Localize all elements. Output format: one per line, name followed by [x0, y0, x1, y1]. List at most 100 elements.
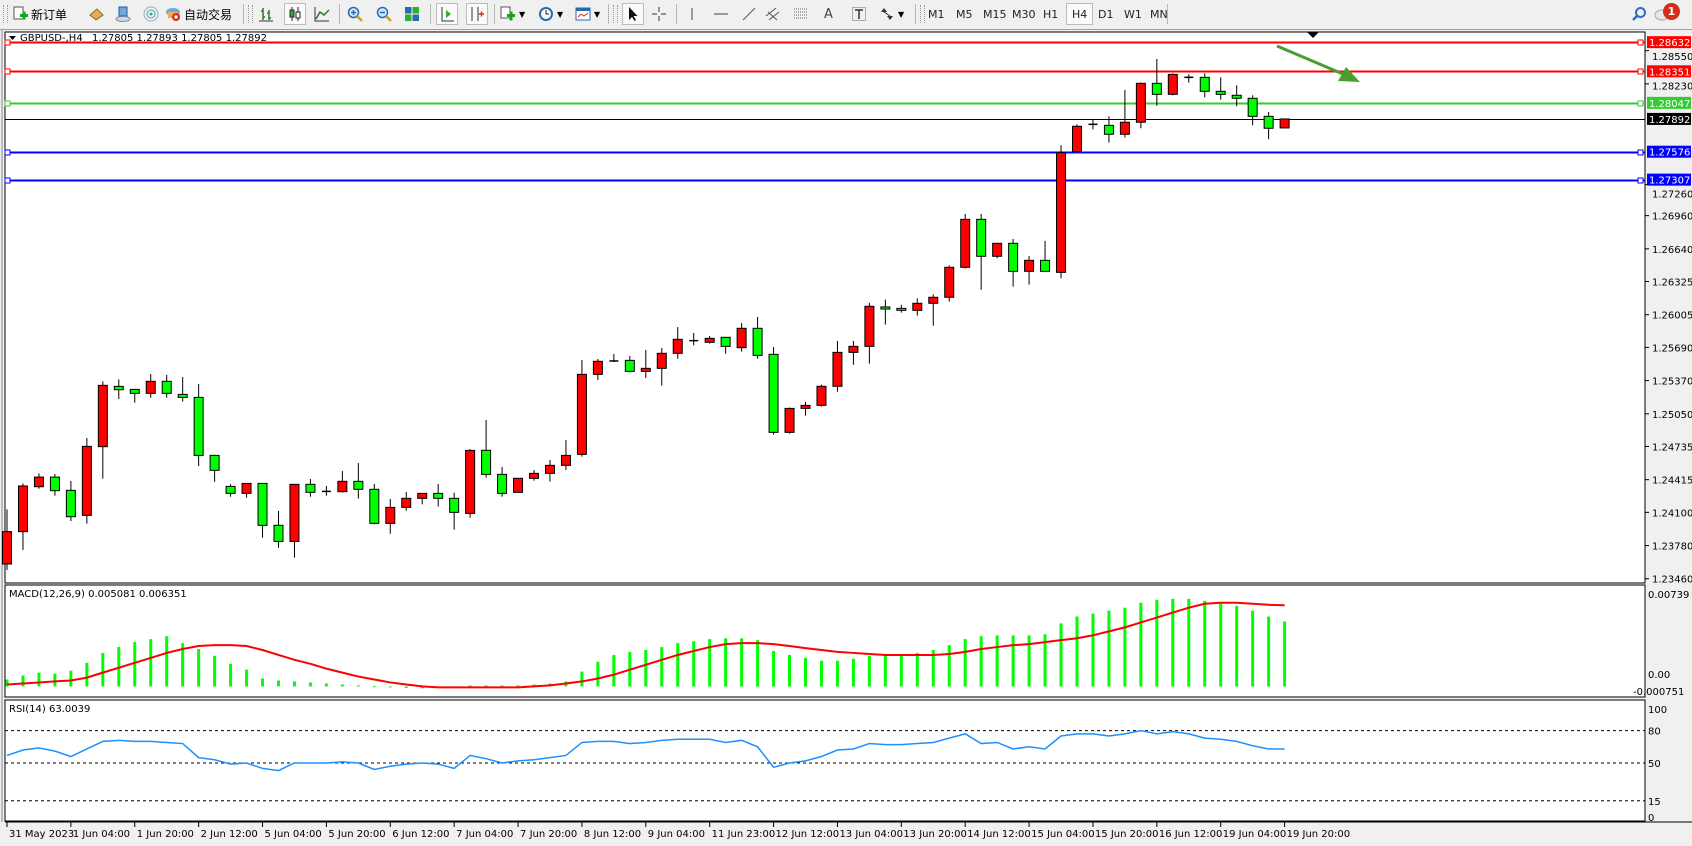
trendline-button[interactable] — [741, 4, 757, 24]
line-handle-left[interactable] — [4, 68, 11, 75]
timeframe-m1[interactable]: M1 — [928, 4, 945, 24]
zoom-out-button[interactable] — [376, 4, 392, 24]
timeframe-w1[interactable]: W1 — [1124, 4, 1142, 24]
timeframe-m5[interactable]: M5 — [956, 4, 973, 24]
zoom-out-icon — [376, 6, 392, 22]
timeframe-h1[interactable]: H1 — [1043, 4, 1058, 24]
indicators-button[interactable]: ▼ — [500, 4, 525, 24]
toolbar-grip[interactable] — [613, 5, 618, 23]
candle — [1215, 77, 1226, 100]
rsi-axis-label: 80 — [1648, 727, 1661, 738]
macd-bar — [804, 657, 807, 687]
candle-body — [209, 454, 220, 471]
chart-shift-marker[interactable] — [1307, 32, 1319, 38]
zoom-in-button[interactable] — [347, 4, 363, 24]
candle — [784, 407, 795, 434]
macd-bar — [21, 675, 25, 687]
line-handle-right[interactable] — [1637, 177, 1644, 184]
navigator-button[interactable] — [115, 4, 131, 24]
line-handle-right[interactable] — [1637, 149, 1644, 156]
arrows-button[interactable]: ▼ — [879, 4, 904, 24]
line-handle-left[interactable] — [4, 177, 11, 184]
chevron-down-icon: ▼ — [594, 9, 601, 19]
candle — [97, 381, 108, 479]
candle — [544, 460, 555, 482]
fibonacci-button[interactable] — [793, 4, 809, 24]
search-button[interactable] — [1631, 4, 1647, 24]
auto-scroll-button[interactable] — [436, 3, 458, 25]
line-chart-button[interactable] — [314, 4, 330, 24]
rsi-pane[interactable] — [4, 699, 1646, 822]
line-handle-left[interactable] — [4, 39, 11, 46]
timeframe-m15[interactable]: M15 — [983, 4, 1007, 24]
timeframe-label: W1 — [1124, 7, 1142, 21]
candle-body — [161, 380, 172, 394]
candle — [1071, 124, 1082, 153]
rsi-axis-label: 100 — [1648, 705, 1667, 716]
toolbar-grip[interactable] — [3, 5, 8, 23]
macd-bar — [947, 645, 951, 687]
toolbar-grip[interactable] — [248, 5, 253, 23]
equidistant-channel-button[interactable] — [765, 4, 781, 24]
trendline-icon — [741, 6, 757, 22]
new-order-button[interactable]: 新订单 — [12, 4, 67, 24]
cursor-button[interactable] — [622, 3, 644, 25]
timeframe-h4[interactable]: H4 — [1066, 3, 1094, 25]
crosshair-button[interactable] — [651, 4, 667, 24]
candle-body — [1008, 242, 1019, 272]
collapse-triangle-icon[interactable] — [9, 36, 16, 40]
macd-bar — [1091, 613, 1095, 687]
chevron-down-icon: ▼ — [898, 9, 905, 19]
toolbar-separator — [339, 4, 340, 24]
candle-body — [2, 531, 12, 565]
tile-windows-button[interactable] — [404, 4, 420, 24]
line-handle-right[interactable] — [1637, 39, 1644, 46]
candle-body — [481, 449, 492, 475]
chart-shift-button[interactable] — [466, 3, 488, 25]
timeframe-d1[interactable]: D1 — [1098, 4, 1113, 24]
macd-bar — [819, 660, 823, 687]
candle — [113, 379, 124, 400]
candle-body — [1151, 82, 1162, 95]
candle — [449, 492, 460, 530]
signals-button[interactable] — [143, 4, 159, 24]
candle-body — [97, 384, 108, 448]
candle — [465, 449, 476, 518]
periods-button[interactable]: ▼ — [538, 4, 563, 24]
timeframe-label: M15 — [983, 7, 1007, 21]
candlestick-button[interactable] — [284, 3, 306, 25]
candle — [1135, 82, 1146, 129]
candle — [497, 467, 508, 497]
macd-bar — [165, 636, 169, 687]
candle-body — [1135, 82, 1146, 123]
text-button[interactable]: A — [824, 4, 833, 24]
horizontal-line-button[interactable] — [713, 4, 729, 24]
candle-body — [960, 218, 971, 268]
macd-pane[interactable] — [4, 584, 1646, 698]
new-order-icon — [12, 6, 28, 22]
line-handle-left[interactable] — [4, 100, 11, 107]
line-handle-left[interactable] — [4, 149, 11, 156]
price-line-label: 1.28047 — [1649, 99, 1690, 110]
timeframe-label: M1 — [928, 7, 945, 21]
candle — [209, 454, 220, 482]
price-tick-label: 1.25050 — [1652, 410, 1692, 421]
vertical-line-button[interactable] — [684, 4, 700, 24]
toolbar-grip[interactable] — [920, 5, 925, 23]
templates-button[interactable]: ▼ — [575, 4, 600, 24]
market-watch-button[interactable] — [88, 4, 104, 24]
macd-bar — [69, 670, 73, 687]
text-label-button[interactable] — [851, 4, 867, 24]
annotation-arrow[interactable] — [1276, 44, 1351, 79]
timeframe-mn[interactable]: MN — [1150, 4, 1168, 24]
line-handle-right[interactable] — [1637, 100, 1644, 107]
timeframe-m30[interactable]: M30 — [1012, 4, 1036, 24]
time-tick-label: 19 Jun 20:00 — [1287, 829, 1351, 840]
bar-chart-button[interactable] — [258, 4, 274, 24]
main-pane[interactable] — [4, 31, 1646, 584]
macd-bar — [612, 654, 616, 687]
line-handle-right[interactable] — [1637, 68, 1644, 75]
candle-body — [816, 385, 827, 406]
auto-trading-button[interactable]: 自动交易 — [165, 4, 232, 24]
